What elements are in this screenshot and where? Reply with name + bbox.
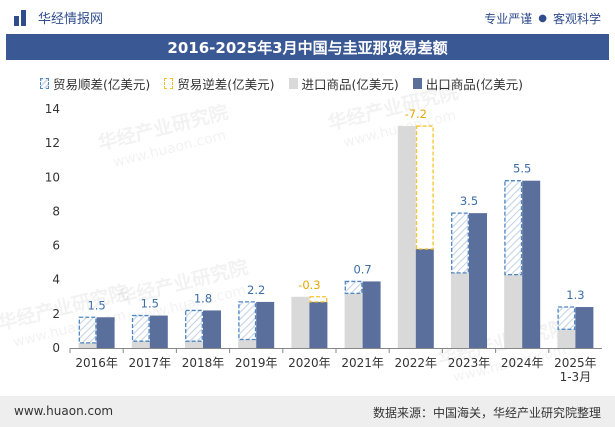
import-bar (291, 296, 310, 348)
balance-label: 2.2 (247, 283, 265, 297)
y-tick-label: 6 (52, 239, 60, 253)
balance-label: 1.5 (87, 298, 105, 312)
x-tick-label: 2019年 (235, 356, 278, 370)
x-tick-label: 2025年 (554, 356, 597, 370)
y-tick-label: 0 (52, 341, 60, 355)
surplus-box (78, 316, 97, 344)
export-bar (149, 315, 168, 348)
export-bar (575, 307, 594, 348)
export-bar (469, 213, 487, 348)
brand-name: 华经情报网 (38, 12, 104, 27)
import-bar (185, 341, 203, 348)
brand-logo[interactable]: 华经情报网 (14, 8, 103, 27)
legend-deficit: 贸易逆差(亿美元) (164, 74, 275, 93)
balance-label: 1.5 (141, 297, 159, 311)
chart-title-band: 2016-2025年3月中国与圭亚那贸易差额 (6, 34, 609, 60)
slogan: 专业严谨 ● 客观科学 (484, 10, 601, 27)
top-bar: 华经情报网 专业严谨 ● 客观科学 (0, 0, 615, 34)
bar-logo-icon (14, 9, 30, 26)
deficit-box (309, 296, 328, 303)
legend-deficit-swatch (164, 78, 174, 89)
deficit-box (415, 125, 434, 250)
import-bar (397, 126, 416, 348)
x-tick-label: 2017年 (129, 356, 172, 370)
legend-deficit-label: 贸易逆差(亿美元) (177, 77, 275, 92)
y-tick-label: 4 (52, 273, 60, 287)
x-tick-label: 2021年 (341, 356, 384, 370)
import-bar (78, 342, 97, 348)
y-tick-label: 2 (52, 307, 60, 321)
balance-label: 1.8 (194, 291, 212, 305)
surplus-box (557, 306, 576, 330)
surplus-box (131, 314, 150, 342)
import-bar (238, 339, 257, 348)
legend-import-label: 进口商品(亿美元) (301, 77, 399, 92)
surplus-box (451, 212, 469, 274)
surplus-box (238, 301, 257, 341)
x-tick-label: 2018年 (182, 356, 225, 370)
import-bar (344, 293, 363, 348)
surplus-box (344, 280, 363, 295)
legend-export-label: 出口商品(亿美元) (425, 77, 524, 92)
bar-chart: 华经产业研究院www.huaon.com华经产业研究院www.huaon.com… (0, 80, 602, 386)
x-tick-label: 1-3月 (560, 370, 592, 384)
balance-label: -7.2 (405, 107, 427, 121)
slogan-right: 客观科学 (552, 12, 601, 26)
export-bar (522, 180, 541, 348)
x-tick-label: 2020年 (288, 356, 331, 370)
surplus-box (504, 180, 523, 276)
legend-surplus-label: 贸易顺差(亿美元) (53, 77, 151, 92)
chart-legend: 贸易顺差(亿美元) 贸易逆差(亿美元) 进口商品(亿美元) 出口商品(亿美元) (40, 74, 523, 93)
footer: www.huaon.com 数据来源：中国海关，华经产业研究院整理 (0, 396, 615, 427)
x-tick-label: 2023年 (448, 356, 491, 370)
chart-title: 2016-2025年3月中国与圭亚那贸易差额 (167, 38, 448, 57)
balance-label: 3.5 (460, 194, 478, 208)
export-bar (415, 248, 434, 348)
legend-export-swatch (412, 78, 422, 89)
y-tick-label: 10 (45, 170, 60, 184)
dot-separator-icon: ● (538, 13, 547, 24)
import-bar (451, 272, 469, 348)
x-tick-label: 2022年 (395, 356, 438, 370)
footer-source: 数据来源：中国海关，华经产业研究院整理 (372, 406, 601, 420)
legend-surplus-swatch (40, 78, 49, 89)
balance-label: 0.7 (353, 262, 371, 276)
legend-import: 进口商品(亿美元) (288, 74, 399, 93)
x-tick-label: 2016年 (75, 356, 118, 370)
x-tick-label: 2024年 (501, 356, 544, 370)
export-bar (203, 310, 221, 348)
legend-surplus: 贸易顺差(亿美元) (40, 74, 150, 93)
y-tick-label: 12 (45, 136, 60, 150)
legend-import-swatch (288, 78, 298, 89)
import-bar (504, 274, 523, 348)
balance-label: 1.3 (566, 288, 584, 302)
export-bar (309, 301, 328, 348)
import-bar (557, 329, 576, 348)
balance-label: 5.5 (513, 162, 531, 176)
legend-export: 出口商品(亿美元) (412, 74, 524, 93)
y-tick-label: 8 (52, 204, 60, 218)
export-bar (96, 317, 115, 348)
export-bar (256, 301, 275, 348)
surplus-box (185, 309, 203, 342)
footer-website[interactable]: www.huaon.com (14, 404, 114, 418)
export-bar (362, 281, 381, 348)
import-bar (131, 341, 150, 348)
balance-label: -0.3 (298, 278, 320, 292)
slogan-left: 专业严谨 (484, 12, 533, 26)
y-tick-label: 14 (45, 102, 60, 116)
